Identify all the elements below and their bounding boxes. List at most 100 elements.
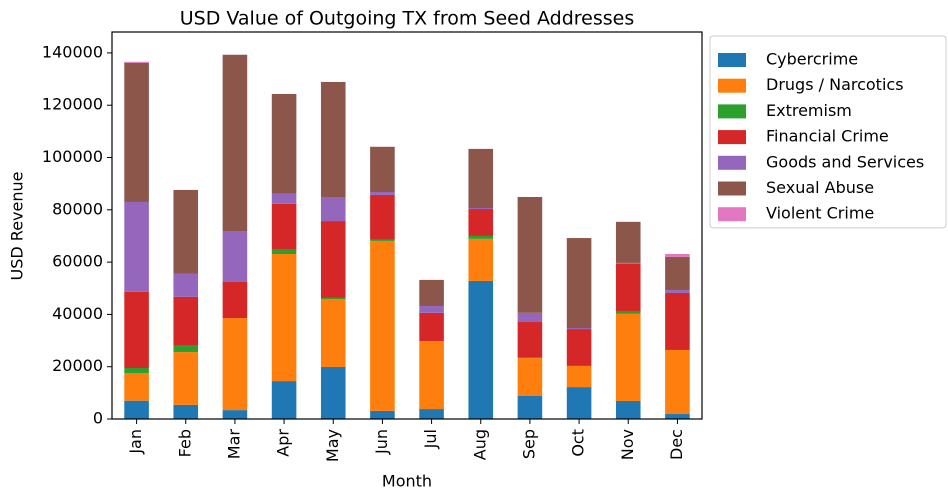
- bar-segment: [615, 221, 641, 263]
- legend-box: [709, 35, 947, 229]
- x-tick-label: Sep: [519, 429, 538, 459]
- y-axis-label: USD Revenue: [8, 172, 27, 281]
- bar-segment: [173, 404, 199, 419]
- bar-segment: [517, 358, 543, 396]
- legend-swatch: [718, 155, 746, 170]
- bar-segment: [222, 281, 248, 319]
- bar-segment: [124, 62, 149, 202]
- bar-segment: [468, 235, 494, 239]
- y-tick-label: 40000: [52, 304, 103, 323]
- bar-segment: [173, 296, 199, 345]
- bar-segment: [615, 400, 641, 419]
- x-tick-label: Dec: [667, 429, 686, 460]
- bar-segment: [320, 196, 346, 222]
- bar-segment: [320, 298, 346, 367]
- bar-segment: [419, 306, 444, 313]
- bar-segment: [370, 146, 395, 193]
- bar-segment: [173, 189, 199, 274]
- bar-segment: [320, 366, 346, 419]
- y-tick-label: 140000: [42, 42, 103, 61]
- bar-segment: [615, 313, 641, 401]
- bar-segment: [468, 207, 494, 210]
- bar-segment: [222, 54, 248, 231]
- bar-segment: [665, 256, 690, 291]
- bar-segment: [173, 352, 199, 405]
- bar-segment: [517, 321, 543, 358]
- x-tick-label: Aug: [470, 429, 489, 460]
- bar-segment: [124, 201, 149, 292]
- bar-segment: [665, 414, 690, 419]
- y-tick-label: 80000: [52, 199, 103, 218]
- bar-segment: [615, 262, 641, 264]
- plot-frame: [111, 31, 703, 420]
- bar-segment: [173, 273, 199, 297]
- bar-segment: [665, 290, 690, 293]
- bar-segment: [517, 357, 543, 359]
- y-tick-label: 60000: [52, 252, 103, 271]
- y-tick-label: 20000: [52, 356, 103, 375]
- legend-label: Drugs / Narcotics: [766, 75, 904, 94]
- bar-segment: [517, 196, 543, 313]
- y-tick-label: 100000: [42, 147, 103, 166]
- bar-segment: [370, 410, 395, 419]
- bar-segment: [566, 328, 592, 330]
- legend-label: Violent Crime: [766, 204, 874, 223]
- bar-segment: [566, 365, 592, 388]
- x-tick-label: Feb: [175, 429, 194, 457]
- bar-segment: [222, 230, 248, 282]
- bar-segment: [419, 409, 444, 419]
- bar-segment: [665, 349, 690, 415]
- bar-segment: [124, 368, 149, 373]
- y-tick-label: 0: [93, 409, 103, 428]
- legend-swatch: [718, 207, 746, 222]
- bar-segment: [419, 279, 444, 307]
- x-tick-label: May: [323, 429, 342, 462]
- legend-swatch: [718, 130, 746, 145]
- y-tick-label: 120000: [42, 95, 103, 114]
- legend-label: Sexual Abuse: [766, 178, 874, 197]
- bar-segment: [468, 148, 494, 208]
- bar-segment: [271, 254, 297, 382]
- bar-segment: [665, 254, 690, 257]
- bar-segment: [370, 194, 395, 240]
- bar-segment: [222, 318, 248, 411]
- bar-segment: [566, 387, 592, 419]
- legend-label: Goods and Services: [766, 152, 924, 171]
- x-tick-label: Nov: [618, 429, 637, 460]
- bar-segment: [517, 395, 543, 419]
- bar-segment: [665, 292, 690, 350]
- bar-segment: [124, 372, 149, 401]
- x-axis-label: Month: [382, 472, 432, 491]
- bar-segment: [468, 209, 494, 236]
- bar-segment: [419, 341, 444, 410]
- legend-swatch: [718, 181, 746, 196]
- bar-segment: [271, 93, 297, 194]
- legend-label: Cybercrime: [766, 50, 858, 69]
- bar-segment: [468, 280, 494, 419]
- bar-segment: [566, 238, 592, 329]
- legend-swatch: [718, 53, 746, 67]
- bar-segment: [124, 291, 149, 369]
- bar-segment: [566, 329, 592, 366]
- bar-segment: [271, 203, 297, 250]
- bar-segment: [370, 239, 395, 241]
- x-tick-label: Jun: [372, 429, 391, 455]
- bar-segment: [320, 297, 346, 299]
- x-tick-label: Apr: [274, 429, 293, 457]
- legend-swatch: [718, 78, 746, 93]
- x-tick-label: Mar: [224, 429, 243, 460]
- bar-segment: [615, 311, 641, 314]
- x-tick-label: Jul: [421, 429, 440, 449]
- legend-label: Extremism: [766, 101, 852, 120]
- bar-segment: [517, 312, 543, 322]
- chart-title: USD Value of Outgoing TX from Seed Addre…: [180, 8, 634, 30]
- bar-segment: [615, 263, 641, 312]
- bar-segment: [173, 344, 199, 353]
- bar-segment: [271, 249, 297, 255]
- bar-segment: [124, 61, 149, 63]
- bar-segment: [370, 240, 395, 411]
- bar-segment: [320, 221, 346, 298]
- legend-label: Financial Crime: [766, 127, 889, 146]
- bar-segment: [271, 381, 297, 419]
